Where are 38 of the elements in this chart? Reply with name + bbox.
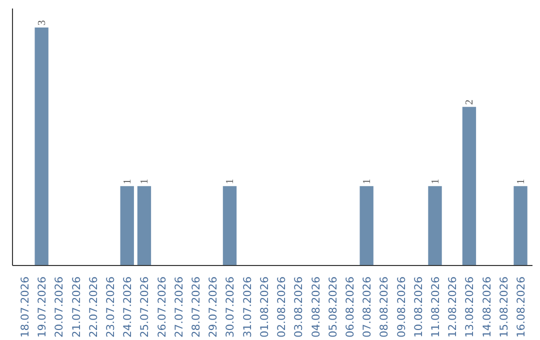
x-tick-label: 31.07.2026 — [240, 276, 254, 338]
x-tick-label: 10.08.2026 — [412, 276, 425, 338]
x-tick-label: 25.07.2026 — [138, 276, 152, 338]
x-tick-label: 03.08.2026 — [292, 276, 306, 338]
x-tick-label: 09.08.2026 — [394, 276, 408, 338]
x-tick-label: 11.08.2026 — [429, 276, 442, 338]
x-tick-label: 18.07.2026 — [18, 276, 32, 338]
data-label: 1 — [225, 178, 236, 184]
data-label: 1 — [430, 178, 442, 184]
x-tick-label: 01.08.2026 — [258, 276, 271, 338]
x-tick-label: 23.07.2026 — [104, 276, 117, 338]
x-tick-label: 06.08.2026 — [343, 276, 356, 338]
data-label: 1 — [122, 178, 134, 184]
x-tick-label: 13.08.2026 — [463, 276, 476, 338]
data-label: 2 — [464, 100, 476, 105]
x-tick-label: 02.08.2026 — [275, 276, 288, 338]
x-tick-label: 24.07.2026 — [121, 276, 134, 338]
x-tick-label: 08.08.2026 — [378, 276, 391, 338]
x-tick-label: 05.08.2026 — [326, 276, 340, 338]
data-label: 1 — [140, 178, 151, 184]
x-tick-label: 15.08.2026 — [497, 276, 510, 338]
x-tick-label: 04.08.2026 — [309, 276, 322, 338]
x-tick-label: 27.07.2026 — [172, 276, 186, 338]
x-tick-label: 30.07.2026 — [224, 276, 237, 338]
x-tick-label: 16.08.2026 — [514, 276, 528, 338]
x-tick-label: 22.07.2026 — [86, 276, 100, 338]
x-tick-label: 26.07.2026 — [155, 276, 168, 338]
x-tick-label: 07.08.2026 — [360, 276, 374, 338]
data-label: 1 — [516, 178, 528, 184]
x-tick-label: 12.08.2026 — [446, 276, 460, 338]
x-tick-label: 21.07.2026 — [70, 276, 83, 338]
data-label: 1 — [362, 178, 374, 184]
x-tick-label: 19.07.2026 — [36, 276, 49, 338]
x-tick-label: 29.07.2026 — [206, 276, 220, 338]
data-label: 3 — [37, 20, 48, 26]
x-tick-label: 28.07.2026 — [190, 276, 203, 338]
x-tick-label: 20.07.2026 — [52, 276, 66, 338]
x-tick-label: 14.08.2026 — [480, 276, 494, 338]
